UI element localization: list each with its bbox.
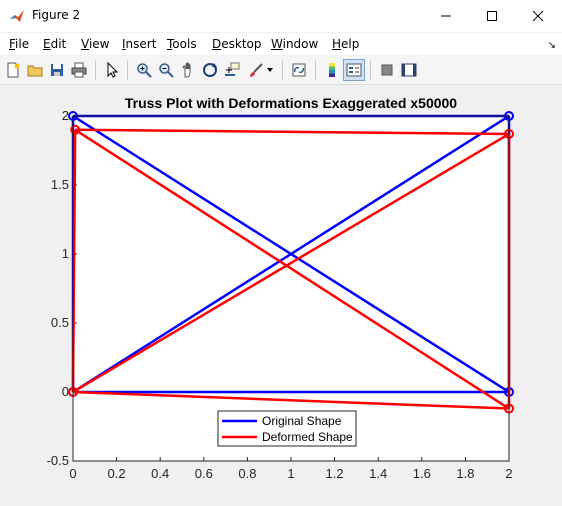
figure-toolbar [0, 56, 562, 85]
toolbar-separator [95, 60, 96, 80]
open-file-button[interactable] [24, 59, 46, 81]
node-marker [70, 124, 81, 135]
truss-member [75, 128, 510, 136]
new-figure-button[interactable] [2, 59, 24, 81]
menu-help[interactable]: Help [332, 37, 360, 51]
y-tick-label: 0.5 [51, 315, 69, 330]
print-icon [71, 62, 87, 78]
data-cursor-icon [225, 62, 240, 76]
hide-plot-tools-button[interactable] [376, 59, 398, 81]
pointer-icon [107, 62, 119, 78]
minimize-button[interactable] [423, 0, 469, 32]
close-icon [532, 10, 544, 22]
maximize-icon [487, 11, 497, 21]
legend-label-original: Original Shape [262, 414, 342, 428]
x-tick-label: 1 [287, 466, 294, 481]
x-tick-label: 0.6 [195, 466, 213, 481]
x-tick-label: 1.6 [413, 466, 431, 481]
link-plot-button[interactable] [288, 59, 310, 81]
pan-button[interactable] [177, 59, 199, 81]
menu-edit[interactable]: Edit [43, 37, 67, 51]
truss-member [72, 132, 510, 394]
link-plot-icon [292, 63, 306, 77]
open-file-icon [27, 65, 43, 77]
minimize-icon [441, 15, 451, 17]
menu-file[interactable]: File [9, 37, 30, 51]
toolbar-separator [127, 60, 128, 80]
toolbar-separator [282, 60, 283, 80]
menu-bar: File Edit View Insert Tools Desktop Wind… [0, 33, 562, 55]
y-tick-label: 2 [62, 108, 69, 123]
figure-canvas[interactable]: 0 0.2 0.4 0.6 0.8 1 1.2 1.4 1.6 1.8 2 -0.5 0 0.5 1 1.5… [0, 85, 562, 506]
close-button[interactable] [515, 0, 561, 32]
insert-colorbar-button[interactable] [321, 59, 343, 81]
show-plot-tools-button[interactable] [398, 59, 420, 81]
matlab-logo-icon [10, 10, 24, 22]
x-tick-label: 1.4 [369, 466, 387, 481]
axes-frame [72, 115, 510, 462]
legend-label-deformed: Deformed Shape [262, 430, 353, 444]
x-tick-label: 1.2 [326, 466, 344, 481]
zoom-in-button[interactable] [133, 59, 155, 81]
menu-insert[interactable]: Insert [122, 37, 157, 51]
insert-legend-button[interactable] [343, 59, 365, 81]
colorbar-icon [329, 63, 335, 77]
new-figure-icon [7, 62, 20, 78]
brush-button[interactable] [245, 59, 267, 81]
save-button[interactable] [46, 59, 68, 81]
rotate-3d-icon [203, 63, 217, 77]
brush-dropdown[interactable] [264, 59, 276, 81]
x-tick-label: 0.4 [151, 466, 169, 481]
zoom-out-icon [159, 63, 174, 78]
rotate-3d-button[interactable] [199, 59, 221, 81]
y-tick-label: -0.5 [47, 453, 69, 468]
pan-icon [182, 62, 191, 78]
x-tick-label: 0 [69, 466, 76, 481]
toolbar-separator [315, 60, 316, 80]
y-tick-label: 1 [62, 246, 69, 261]
zoom-out-button[interactable] [155, 59, 177, 81]
x-tick-label: 0.2 [108, 466, 126, 481]
title-bar: Figure 2 [0, 0, 562, 32]
window-title: Figure 2 [32, 8, 81, 22]
x-tick-label: 0.8 [238, 466, 256, 481]
menu-desktop[interactable]: Desktop [212, 37, 262, 51]
axes-background [73, 116, 509, 461]
legend[interactable]: Original Shape Deformed Shape [217, 410, 357, 447]
chart-title: Truss Plot with Deformations Exaggerated… [125, 95, 457, 111]
brush-icon [250, 63, 263, 77]
menu-tools[interactable]: Tools [167, 37, 197, 51]
save-icon [51, 64, 63, 76]
legend-box [217, 410, 357, 447]
print-button[interactable] [68, 59, 90, 81]
toolbar-separator [370, 60, 371, 80]
show-plot-tools-icon [401, 63, 417, 77]
data-cursor-button[interactable] [221, 59, 243, 81]
chevron-down-icon [267, 68, 273, 72]
x-tick-label: 1.8 [456, 466, 474, 481]
truss-member [72, 390, 510, 410]
x-tick-label: 2 [505, 466, 512, 481]
zoom-in-icon [137, 63, 152, 78]
legend-icon [346, 63, 362, 77]
maximize-button[interactable] [469, 0, 515, 32]
hide-plot-tools-icon [381, 64, 393, 76]
truss-plot[interactable]: 0 0.2 0.4 0.6 0.8 1 1.2 1.4 1.6 1.8 2 -0.500.511.5… [0, 85, 562, 506]
x-axis: 0 0.2 0.4 0.6 0.8 1 1.2 1.4 1.6 1.8 2 [69, 457, 513, 481]
truss-member [72, 114, 510, 394]
y-tick-label: 1.5 [51, 177, 69, 192]
menu-view[interactable]: View [81, 37, 110, 51]
menu-window[interactable]: Window [271, 37, 319, 51]
edit-plot-button[interactable] [101, 59, 123, 81]
dock-arrow-icon[interactable]: ↘ [547, 40, 556, 51]
y-tick-label: 0 [62, 384, 69, 399]
truss-member [74, 128, 510, 410]
